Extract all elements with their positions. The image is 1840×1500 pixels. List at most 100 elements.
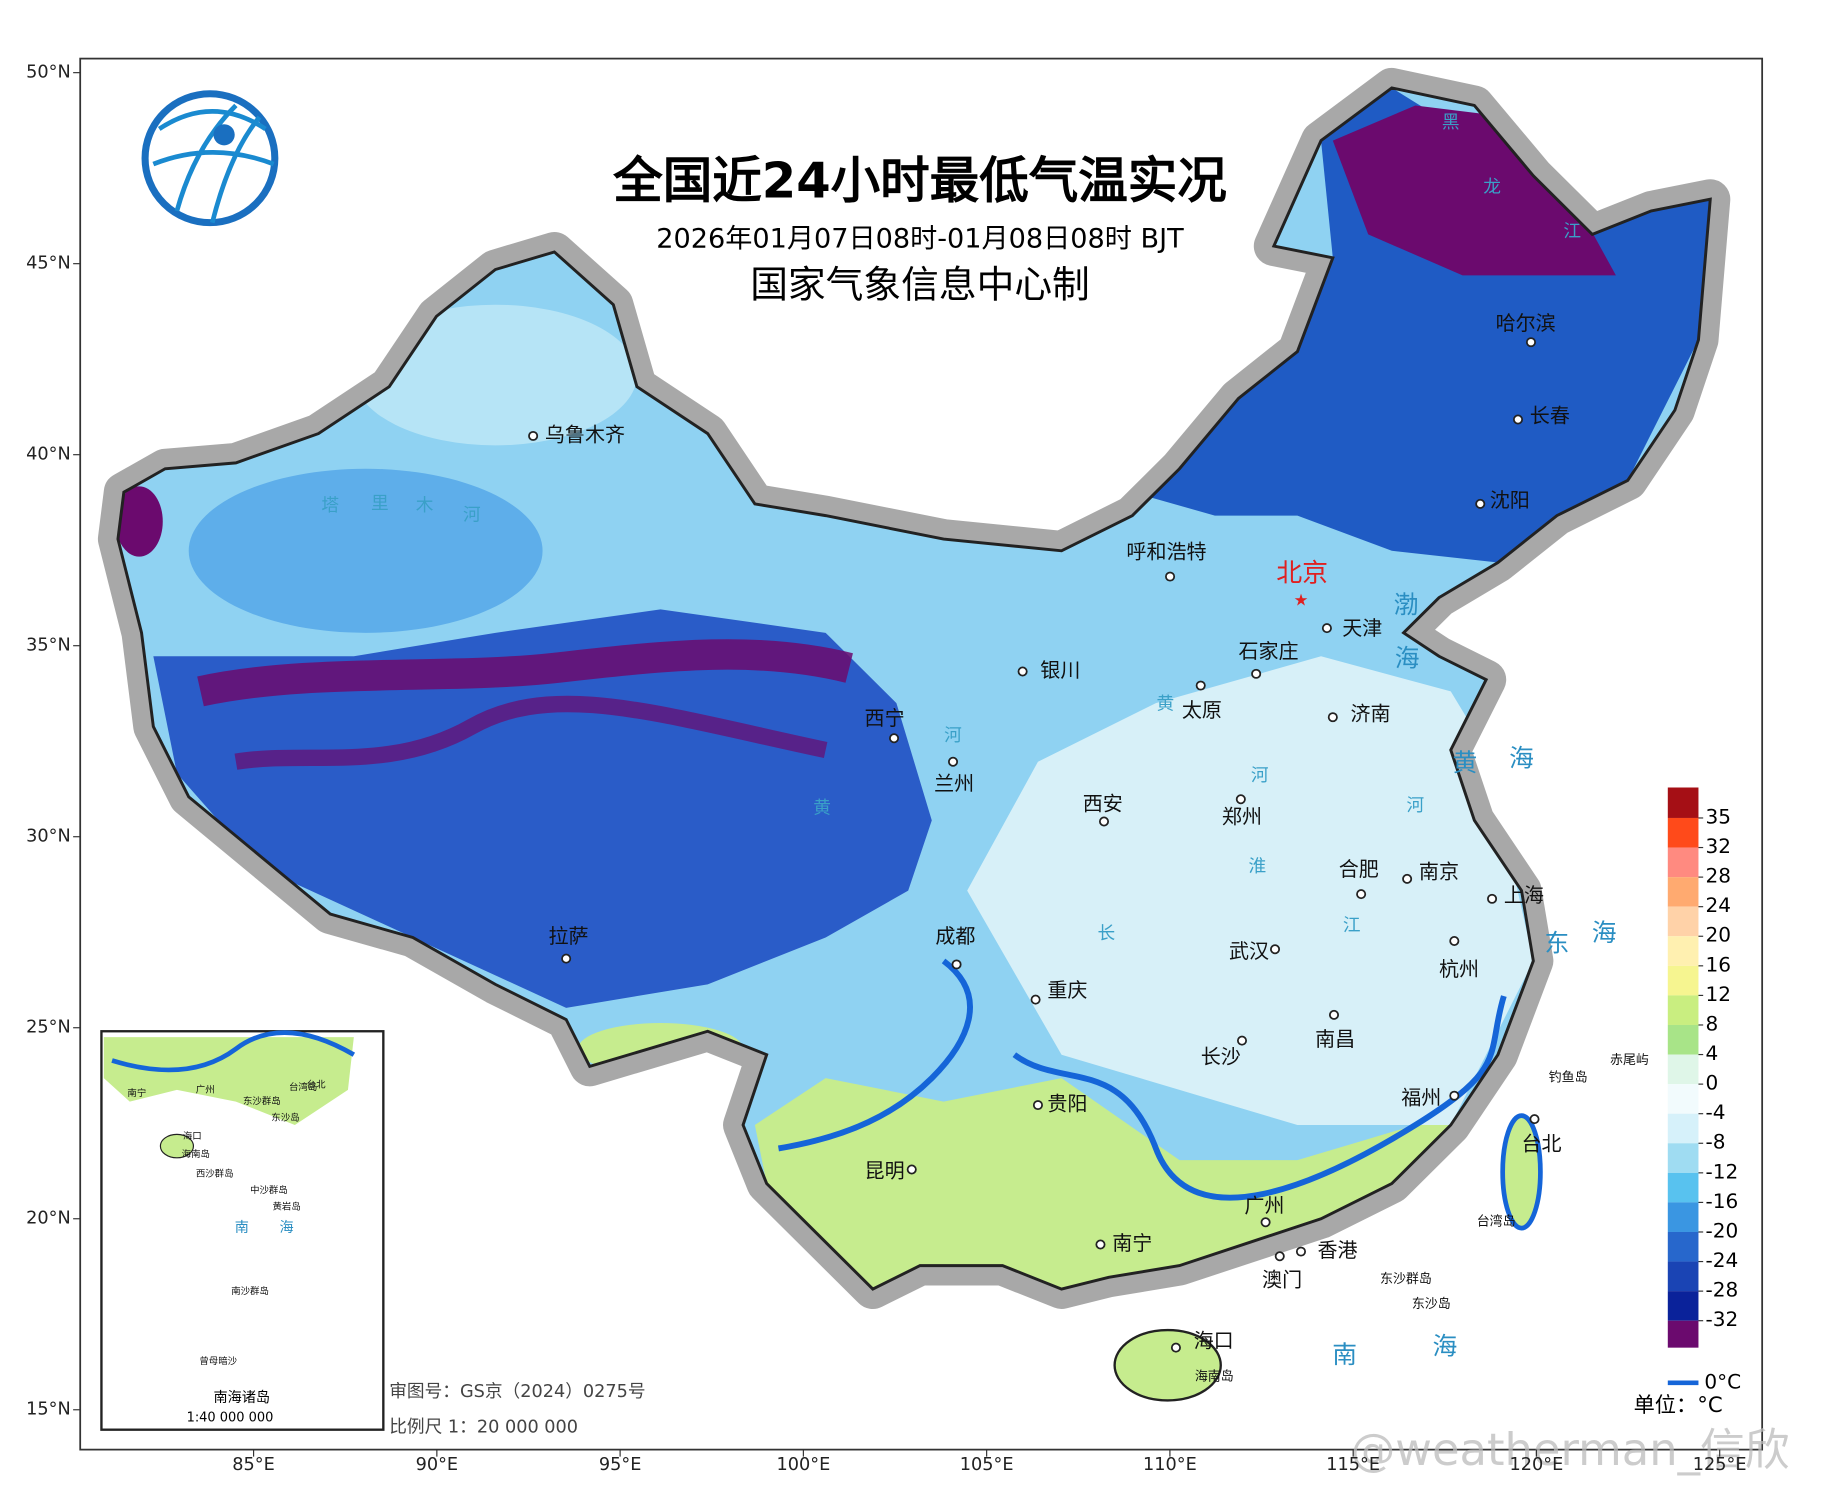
review-no: 审图号：GS京（2024）0275号 — [389, 1381, 645, 1402]
capital: 北京 — [1276, 559, 1328, 589]
inset-label: 曾母暗沙 — [199, 1355, 237, 1367]
lat-label: 45°N — [26, 254, 71, 274]
legend-swatch — [1667, 1024, 1699, 1055]
inset-label: 东沙群岛 — [243, 1095, 281, 1107]
legend-swatch — [1667, 995, 1699, 1025]
city-dot — [1356, 889, 1367, 900]
inset-label: 海 — [280, 1220, 294, 1236]
legend-label: 8 — [1706, 1012, 1719, 1036]
city-dot — [1487, 893, 1498, 904]
unit: 单位：°C — [1634, 1392, 1723, 1417]
island-label: 海南岛 — [1195, 1368, 1234, 1384]
legend-swatch — [1667, 1143, 1699, 1173]
city-dot — [1030, 994, 1041, 1005]
zone — [197, 639, 853, 707]
river-label: 江 — [1563, 221, 1581, 242]
city-label: 重庆 — [1047, 978, 1087, 1002]
river-label: 黑 — [1442, 113, 1460, 133]
lat-label: 50°N — [26, 63, 71, 83]
city-dot — [1260, 1217, 1271, 1228]
legend-label: -12 — [1706, 1159, 1739, 1183]
scale: 比例尺 1：20 000 000 — [389, 1416, 578, 1437]
temperature-field — [117, 87, 1711, 1290]
river-label: 河 — [463, 505, 481, 526]
inset-label: 南宁 — [127, 1087, 146, 1099]
legend-label: 0 — [1706, 1071, 1719, 1095]
zone — [353, 304, 637, 446]
legend-swatch — [1667, 877, 1699, 907]
lat-label: 25°N — [26, 1018, 71, 1038]
city-dot — [1017, 666, 1028, 677]
city-dot — [1402, 873, 1413, 884]
legend-swatch — [1667, 1084, 1699, 1114]
inset-label: 黄岩岛 — [272, 1201, 300, 1213]
legend-label: -28 — [1706, 1278, 1739, 1302]
city-label: 上海 — [1504, 883, 1544, 907]
city-dot — [1274, 1251, 1285, 1262]
city-dot — [948, 756, 959, 767]
river-label: 河 — [1407, 795, 1425, 816]
city-dot — [1251, 668, 1262, 679]
capital-star: ★ — [1294, 591, 1309, 610]
river-label: 黄 — [1156, 693, 1174, 714]
city-dot — [561, 953, 572, 964]
zero-contour — [777, 958, 1507, 1201]
lon-label: 125°E — [1693, 1455, 1747, 1475]
lon-label: 90°E — [416, 1455, 459, 1475]
city-label: 南京 — [1419, 860, 1459, 884]
city-dot — [1270, 944, 1281, 955]
city-label: 石家庄 — [1238, 639, 1298, 663]
lon-label: 120°E — [1510, 1455, 1564, 1475]
city-label: 福州 — [1401, 1086, 1441, 1110]
zone — [234, 695, 828, 770]
island-label: 东沙岛 — [1412, 1296, 1451, 1312]
legend-label: -8 — [1706, 1130, 1726, 1154]
sea-label: 渤 — [1394, 590, 1419, 619]
city-label: 广州 — [1244, 1194, 1284, 1218]
city-dot — [1295, 1246, 1306, 1257]
inset-label: 南 — [235, 1220, 249, 1236]
legend-swatch — [1667, 1320, 1699, 1348]
legend-swatch — [1667, 1231, 1699, 1262]
legend-label: -24 — [1706, 1248, 1739, 1272]
legend-label: 28 — [1706, 864, 1732, 888]
zone — [967, 656, 1534, 1125]
zone — [153, 609, 932, 1008]
city-dot — [1529, 1114, 1540, 1125]
city-label: 郑州 — [1222, 805, 1262, 829]
taiwan — [1500, 1113, 1543, 1231]
watermark: @weatherman_信欣 — [1351, 1424, 1790, 1476]
island-label: 赤尾屿 — [1610, 1053, 1649, 1068]
sea-label: 南 — [1332, 1340, 1357, 1369]
city-dot — [1236, 1035, 1248, 1046]
island-label: 台湾岛 — [1477, 1214, 1516, 1230]
inset-title: 南海诸岛 — [214, 1390, 271, 1406]
river-label: 木 — [416, 495, 434, 516]
logo-lines — [152, 103, 275, 224]
island-label: 东沙群岛 — [1380, 1271, 1432, 1287]
river-label: 河 — [944, 725, 962, 746]
legend-label: 4 — [1706, 1041, 1719, 1065]
city-dot — [1165, 571, 1176, 582]
city-dot — [1475, 498, 1486, 509]
zone — [1332, 105, 1616, 276]
inset-label: 西沙群岛 — [196, 1168, 234, 1180]
inset-label: 海南岛 — [182, 1148, 210, 1160]
legend-label: -20 — [1706, 1219, 1739, 1243]
city-dot — [1525, 337, 1536, 348]
lon-label: 110°E — [1143, 1455, 1197, 1475]
city-label: 合肥 — [1339, 857, 1379, 881]
lat-label: 20°N — [26, 1209, 71, 1229]
city-label: 拉萨 — [548, 924, 588, 948]
sea-label: 海 — [1592, 918, 1617, 947]
lon-label: 85°E — [232, 1455, 275, 1475]
legend-swatch — [1667, 1202, 1699, 1232]
period: 2026年01月07日08时-01月08日08时 BJT — [656, 224, 1184, 255]
sea-label: 东 — [1545, 929, 1570, 958]
legend-swatch — [1667, 847, 1699, 878]
city-label: 台北 — [1522, 1131, 1562, 1155]
city-label: 太原 — [1182, 698, 1222, 722]
zero-line-label: 0°C — [1704, 1369, 1741, 1393]
